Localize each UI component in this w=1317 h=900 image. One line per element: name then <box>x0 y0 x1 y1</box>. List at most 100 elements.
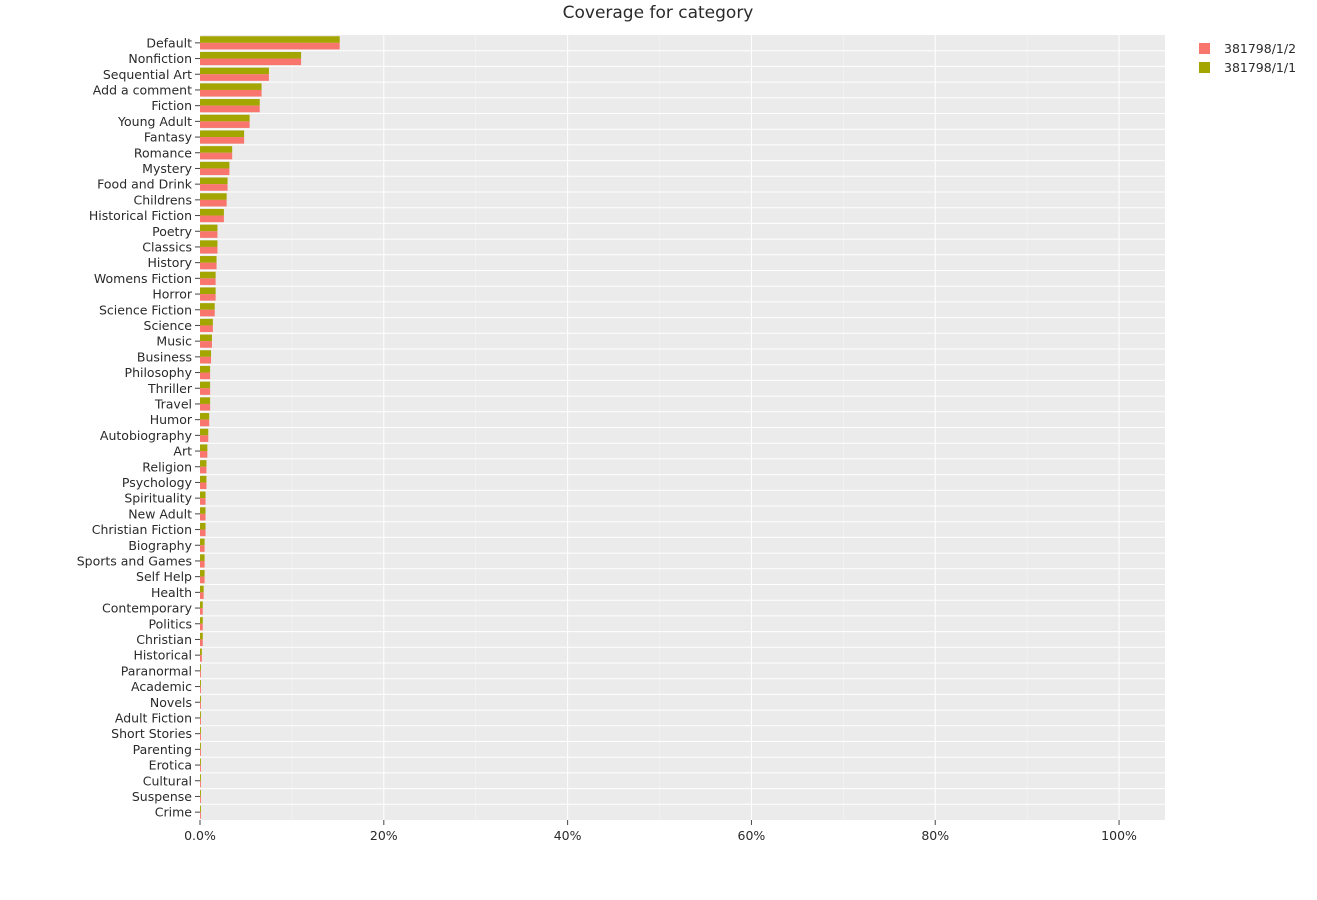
y-tick-label: Psychology <box>122 475 193 490</box>
bar-series-1 <box>200 623 203 631</box>
bar-series-2 <box>200 193 227 200</box>
bar-series-1 <box>200 812 201 819</box>
bar-series-1 <box>200 796 201 804</box>
legend-label[interactable]: 381798/1/1 <box>1224 60 1296 75</box>
y-tick-label: Academic <box>131 679 192 694</box>
y-tick-label: Christian Fiction <box>92 522 192 537</box>
y-tick-label: Erotica <box>149 758 192 773</box>
bar-series-1 <box>200 388 211 395</box>
y-tick-label: Food and Drink <box>97 177 193 192</box>
bar-series-2 <box>200 318 213 326</box>
bar-series-1 <box>200 231 218 238</box>
y-tick-label: Paranormal <box>121 663 192 678</box>
bar-series-1 <box>200 184 228 191</box>
bar-series-1 <box>200 105 260 113</box>
bar-series-1 <box>200 419 210 427</box>
bar-series-2 <box>200 397 211 404</box>
bar-series-2 <box>200 334 212 342</box>
bar-series-1 <box>200 513 206 521</box>
y-tick-label: Christian <box>136 632 192 647</box>
y-tick-label: Spirituality <box>124 491 192 506</box>
y-tick-label: Fiction <box>151 98 192 113</box>
y-tick-label: Sequential Art <box>103 67 192 82</box>
y-tick-label: Biography <box>128 538 192 553</box>
x-tick-label: 40% <box>554 828 582 843</box>
y-tick-label: Add a comment <box>93 82 192 97</box>
bar-series-1 <box>200 529 206 537</box>
y-tick-label: Nonfiction <box>128 51 192 66</box>
bar-series-2 <box>200 805 201 813</box>
bar-series-1 <box>200 403 211 411</box>
bar-series-1 <box>200 262 217 270</box>
x-tick-label: 0.0% <box>184 828 216 843</box>
bar-series-2 <box>200 789 201 797</box>
x-tick-label: 20% <box>370 828 398 843</box>
y-tick-label: Novels <box>150 695 192 710</box>
chart-title: Coverage for category <box>563 3 754 23</box>
bar-series-1 <box>200 560 205 568</box>
bar-series-2 <box>200 114 250 122</box>
legend-label[interactable]: 381798/1/2 <box>1224 41 1296 56</box>
bars <box>200 36 340 819</box>
y-tick-label: Mystery <box>142 161 192 176</box>
bar-series-2 <box>200 460 207 467</box>
legend[interactable]: 381798/1/2 381798/1/1 <box>1199 41 1296 75</box>
bar-series-2 <box>200 679 201 687</box>
bar-series-2 <box>200 742 201 750</box>
bar-series-1 <box>200 466 207 474</box>
x-tick-label: 60% <box>738 828 766 843</box>
y-tick-label: Science Fiction <box>99 302 192 317</box>
bar-series-1 <box>200 435 209 442</box>
bar-series-2 <box>200 617 203 624</box>
bar-series-1 <box>200 294 216 301</box>
bar-series-2 <box>200 711 201 718</box>
bar-series-2 <box>200 381 211 389</box>
bar-series-1 <box>200 498 206 505</box>
grid-lines <box>199 35 1165 820</box>
y-tick-label: Contemporary <box>102 601 193 616</box>
bar-series-1 <box>200 168 230 176</box>
y-tick-label: Humor <box>150 412 193 427</box>
y-tick-label: Music <box>156 334 192 349</box>
bar-series-1 <box>200 592 204 599</box>
y-tick-label: Womens Fiction <box>94 271 192 286</box>
bar-series-2 <box>200 256 217 263</box>
bar-series-2 <box>200 413 210 420</box>
y-tick-label: Horror <box>152 287 192 302</box>
y-tick-label: History <box>148 255 193 270</box>
y-tick-label: Crime <box>155 805 193 820</box>
bar-series-2 <box>200 648 202 656</box>
bar-series-1 <box>200 655 202 662</box>
y-tick-label: Cultural <box>143 773 192 788</box>
bar-series-2 <box>200 601 203 609</box>
bar-series-2 <box>200 538 205 546</box>
bar-series-1 <box>200 733 201 741</box>
y-tick-label: Poetry <box>152 224 192 239</box>
y-tick-label: Business <box>137 349 192 364</box>
y-tick-label: Sports and Games <box>77 553 192 568</box>
bar-series-2 <box>200 475 207 483</box>
bar-series-1 <box>200 717 201 725</box>
y-tick-label: New Adult <box>128 506 192 521</box>
bar-series-2 <box>200 585 204 593</box>
bar-series-2 <box>200 522 206 530</box>
bar-series-1 <box>200 608 203 615</box>
legend-swatch[interactable] <box>1199 43 1210 54</box>
bar-series-1 <box>200 702 201 709</box>
bar-series-2 <box>200 177 228 185</box>
y-tick-label: Short Stories <box>111 726 192 741</box>
bar-series-1 <box>200 325 213 333</box>
y-tick-label: Travel <box>154 396 192 411</box>
y-tick-label: Parenting <box>133 742 192 757</box>
y-tick-label: Health <box>151 585 192 600</box>
bar-series-2 <box>200 83 262 90</box>
bar-series-2 <box>200 271 216 279</box>
y-tick-label: Fantasy <box>144 130 193 145</box>
bar-series-1 <box>200 137 245 144</box>
y-tick-label: Suspense <box>132 789 192 804</box>
bar-series-1 <box>200 765 201 772</box>
bar-series-1 <box>200 639 203 647</box>
bar-series-2 <box>200 570 205 577</box>
bar-series-1 <box>200 686 201 694</box>
legend-swatch[interactable] <box>1199 62 1210 73</box>
